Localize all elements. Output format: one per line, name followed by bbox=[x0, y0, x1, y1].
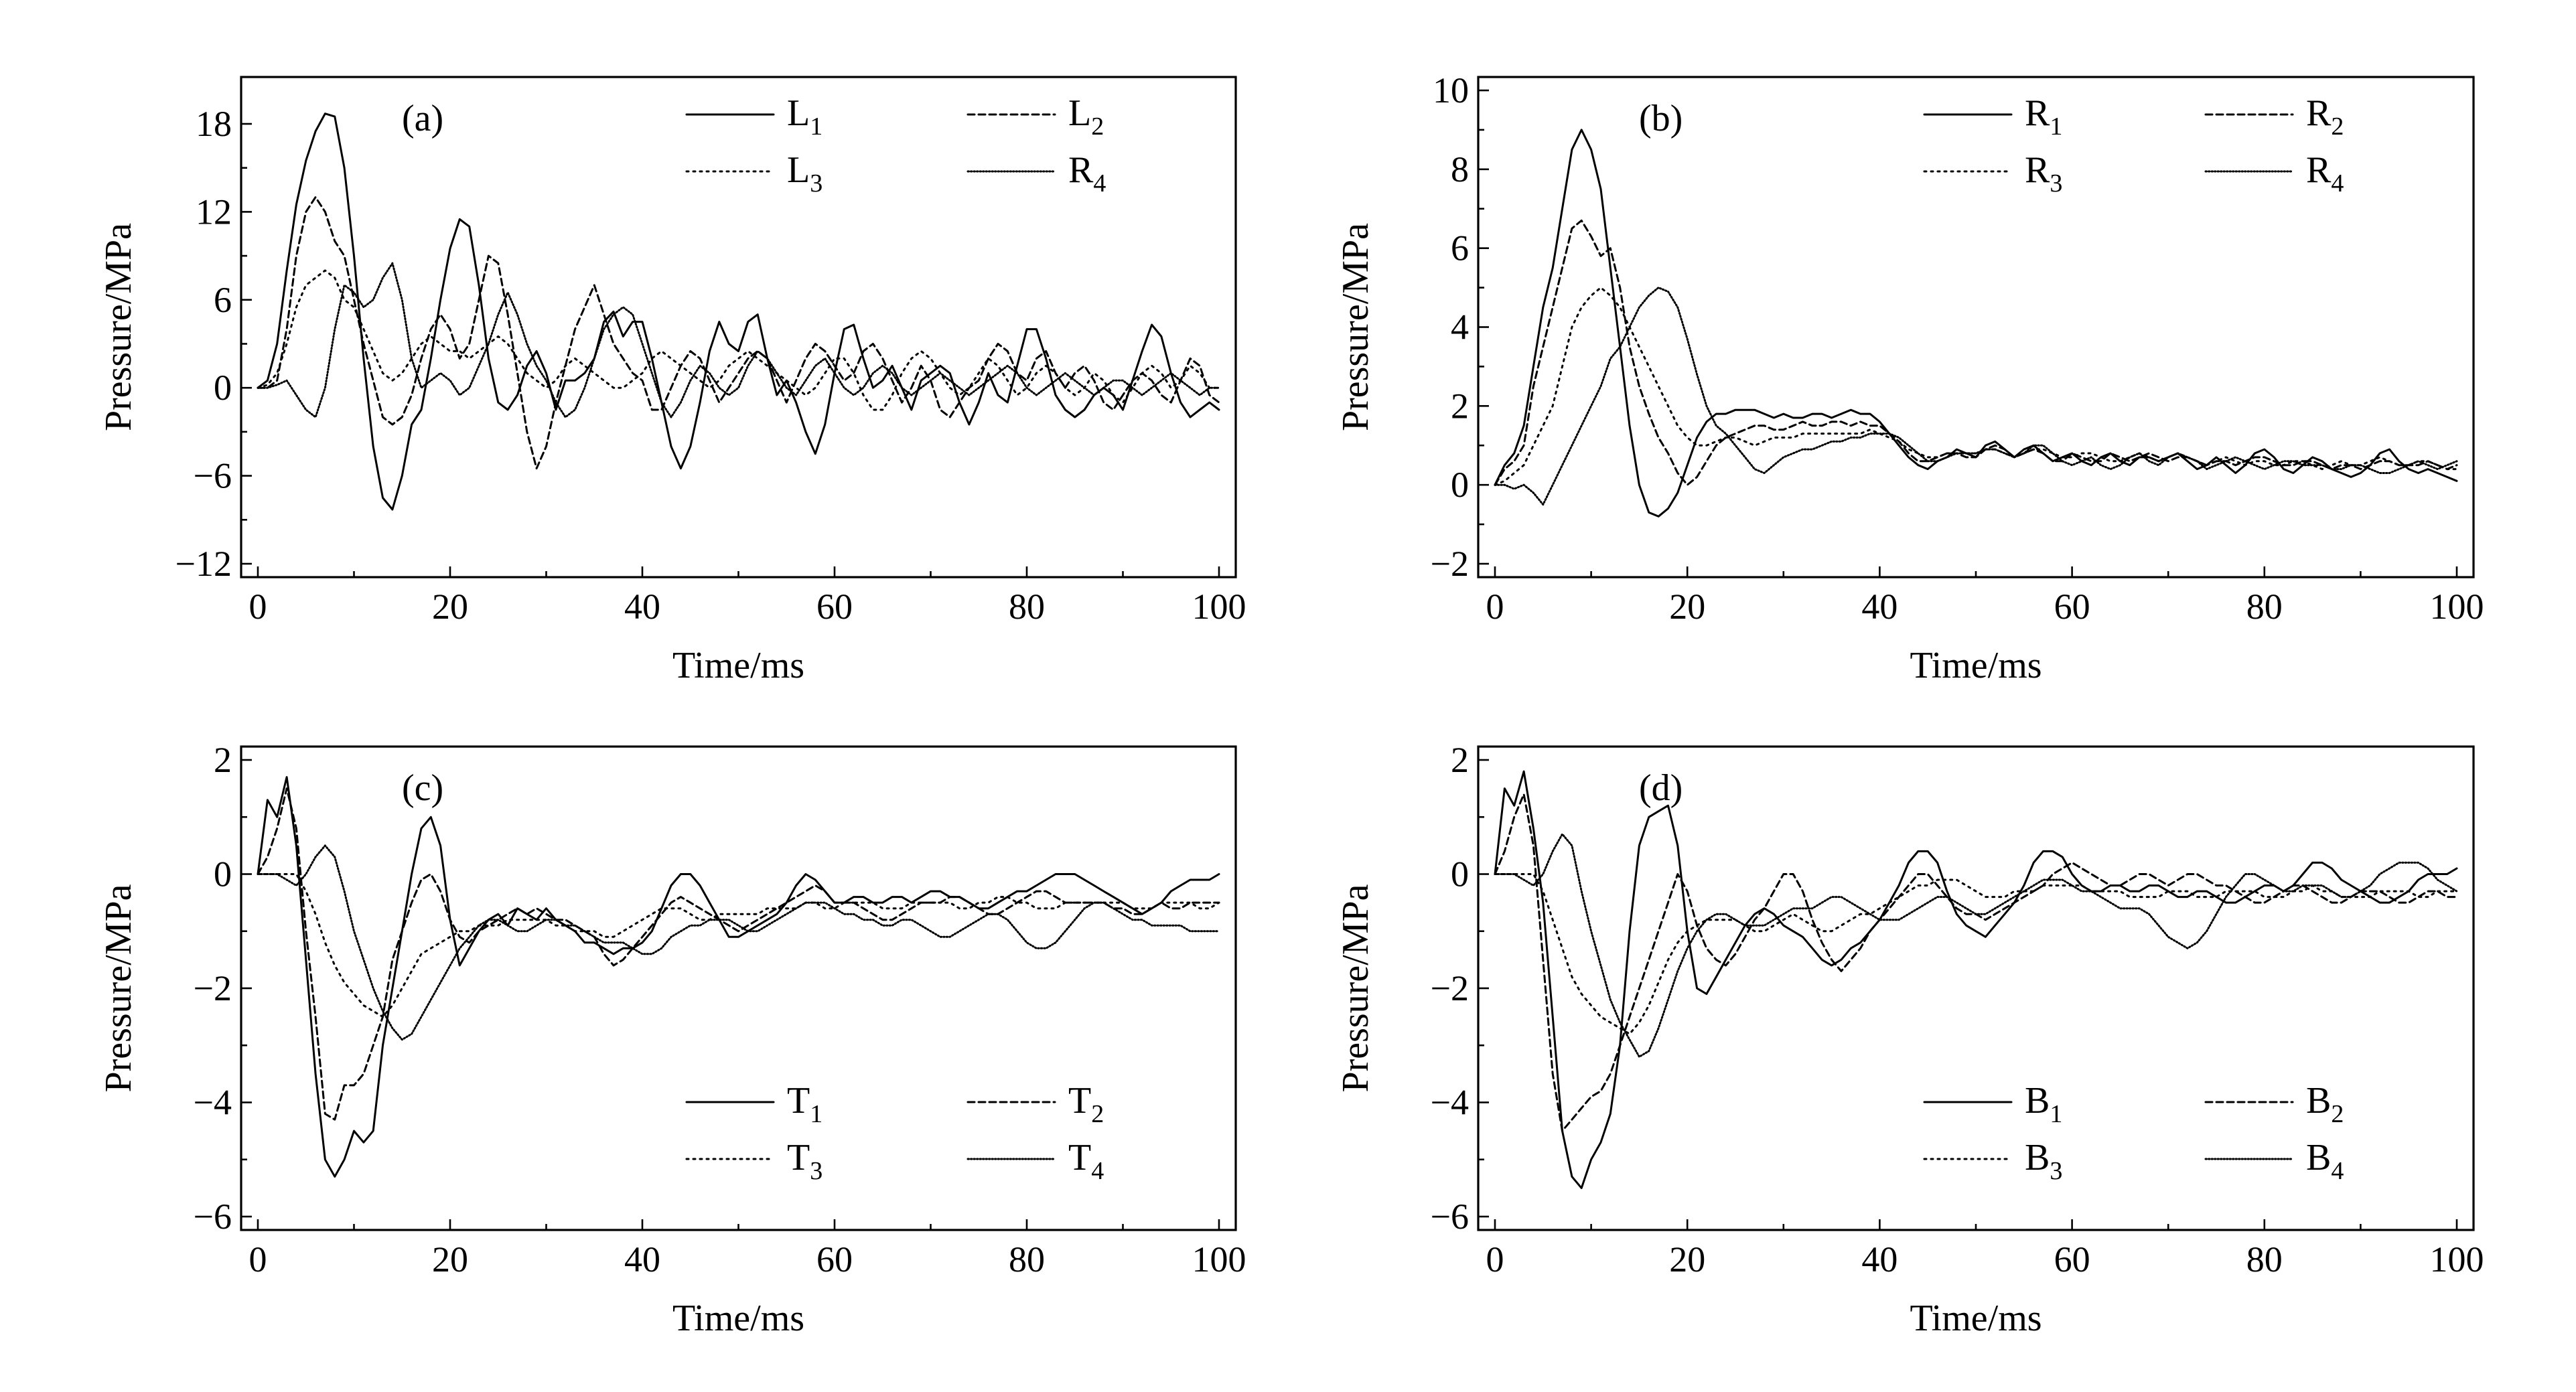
legend-label: T4 bbox=[1068, 1137, 1104, 1185]
series-line-r4 bbox=[257, 262, 1220, 418]
y-tick-label: 8 bbox=[1451, 149, 1469, 189]
legend-label: R4 bbox=[2306, 149, 2344, 198]
series-line-r2 bbox=[1494, 219, 2458, 486]
x-tick-label: 60 bbox=[2054, 587, 2090, 627]
y-tick-label: −6 bbox=[1431, 1196, 1469, 1237]
legend-label: B3 bbox=[2025, 1137, 2062, 1185]
legend-label: B2 bbox=[2306, 1080, 2344, 1128]
y-tick-label: 6 bbox=[1451, 228, 1469, 268]
y-tick-label: 18 bbox=[196, 104, 232, 144]
series-line-r4 bbox=[1494, 287, 2458, 506]
legend-label: R2 bbox=[2306, 92, 2344, 141]
legend-label: T2 bbox=[1068, 1080, 1104, 1128]
x-tick-label: 80 bbox=[1009, 1239, 1045, 1280]
y-axis-label: Pressure/MPa bbox=[98, 223, 139, 431]
y-tick-label: −4 bbox=[1431, 1083, 1469, 1123]
chart-panel-0: 0 20 40 60 80 100 −12 −6 0 6 12 18 Time/ms Pressure/M… bbox=[98, 76, 1246, 686]
legend-label: T3 bbox=[787, 1137, 822, 1185]
x-axis-label: Time/ms bbox=[1910, 1298, 2042, 1339]
x-tick-label: 40 bbox=[624, 1239, 660, 1280]
series-line-b3 bbox=[1494, 873, 2458, 1035]
legend-label: R3 bbox=[2025, 149, 2062, 198]
x-tick-label: 20 bbox=[432, 1239, 468, 1280]
x-tick-label: 20 bbox=[1669, 587, 1705, 627]
x-tick-label: 0 bbox=[1486, 587, 1504, 627]
x-tick-label: 80 bbox=[2246, 1239, 2283, 1280]
x-tick-label: 100 bbox=[1192, 587, 1246, 627]
y-tick-label: −4 bbox=[194, 1083, 232, 1123]
x-tick-label: 80 bbox=[1009, 587, 1045, 627]
y-tick-label: 0 bbox=[1451, 465, 1469, 505]
chart-panel-2: 0 20 40 60 80 100 −6 −4 −2 0 2 Time/ms Pressure/MPa (… bbox=[98, 740, 1246, 1339]
y-axis-label: Pressure/MPa bbox=[1335, 223, 1376, 431]
y-tick-label: 0 bbox=[1451, 854, 1469, 895]
legend-label: R4 bbox=[1068, 149, 1106, 198]
legend-label: T1 bbox=[787, 1080, 822, 1128]
x-axis-label: Time/ms bbox=[672, 645, 804, 686]
x-tick-label: 0 bbox=[249, 1239, 267, 1280]
x-tick-label: 60 bbox=[816, 587, 853, 627]
panel-label: (d) bbox=[1639, 767, 1683, 809]
panel-label: (a) bbox=[402, 98, 443, 139]
chart-panel-3: 0 20 40 60 80 100 −6 −4 −2 0 2 Time/ms Pressure/MPa (… bbox=[1335, 740, 2484, 1339]
x-tick-label: 20 bbox=[432, 587, 468, 627]
y-tick-label: −6 bbox=[194, 1196, 232, 1237]
x-tick-label: 0 bbox=[1486, 1239, 1504, 1280]
legend-label: B4 bbox=[2306, 1137, 2344, 1185]
y-tick-label: 2 bbox=[1451, 740, 1469, 780]
y-tick-label: 6 bbox=[214, 280, 232, 320]
chart-panel-1: 0 20 40 60 80 100 −2 0 2 4 6 8 10 Time/ms Pressure/MPa… bbox=[1335, 70, 2484, 686]
legend-label: B1 bbox=[2025, 1080, 2062, 1128]
legend-label: L1 bbox=[787, 92, 822, 141]
series-line-l1 bbox=[257, 112, 1220, 511]
legend-label: R1 bbox=[2025, 92, 2062, 141]
series-line-b1 bbox=[1494, 770, 2458, 1189]
y-tick-label: −2 bbox=[1431, 544, 1469, 584]
x-tick-label: 100 bbox=[1192, 1239, 1246, 1280]
x-tick-label: 80 bbox=[2246, 587, 2283, 627]
y-tick-label: −2 bbox=[1431, 968, 1469, 1008]
legend-label: L3 bbox=[787, 149, 822, 198]
x-tick-label: 100 bbox=[2430, 587, 2484, 627]
y-tick-label: −2 bbox=[194, 968, 232, 1008]
x-tick-label: 0 bbox=[249, 587, 267, 627]
x-tick-label: 20 bbox=[1669, 1239, 1705, 1280]
y-axis-label: Pressure/MPa bbox=[1335, 884, 1376, 1092]
y-tick-label: 10 bbox=[1433, 70, 1469, 110]
y-tick-label: −6 bbox=[194, 456, 232, 496]
series-line-l3 bbox=[257, 269, 1220, 411]
series-line-t3 bbox=[257, 873, 1220, 1018]
panel-label: (b) bbox=[1639, 98, 1683, 139]
y-tick-label: 0 bbox=[214, 368, 232, 408]
x-tick-label: 60 bbox=[816, 1239, 853, 1280]
series-line-t4 bbox=[257, 844, 1220, 1041]
y-tick-label: 2 bbox=[214, 740, 232, 780]
x-tick-label: 40 bbox=[1861, 1239, 1898, 1280]
legend-label: L2 bbox=[1068, 92, 1104, 141]
x-axis-label: Time/ms bbox=[1910, 645, 2042, 686]
series-line-t2 bbox=[257, 787, 1220, 1121]
x-tick-label: 40 bbox=[1861, 587, 1898, 627]
panel-label: (c) bbox=[402, 767, 443, 809]
y-tick-label: 12 bbox=[196, 191, 232, 232]
series-line-t1 bbox=[257, 776, 1220, 1178]
series-line-l2 bbox=[257, 196, 1220, 470]
y-tick-label: −12 bbox=[175, 544, 232, 584]
y-tick-label: 4 bbox=[1451, 307, 1469, 347]
x-tick-label: 60 bbox=[2054, 1239, 2090, 1280]
x-tick-label: 100 bbox=[2430, 1239, 2484, 1280]
y-tick-label: 2 bbox=[1451, 386, 1469, 426]
x-axis-label: Time/ms bbox=[672, 1298, 804, 1339]
x-tick-label: 40 bbox=[624, 587, 660, 627]
series-line-b4 bbox=[1494, 833, 2458, 1058]
y-axis-label: Pressure/MPa bbox=[98, 884, 139, 1092]
y-tick-label: 0 bbox=[214, 854, 232, 895]
